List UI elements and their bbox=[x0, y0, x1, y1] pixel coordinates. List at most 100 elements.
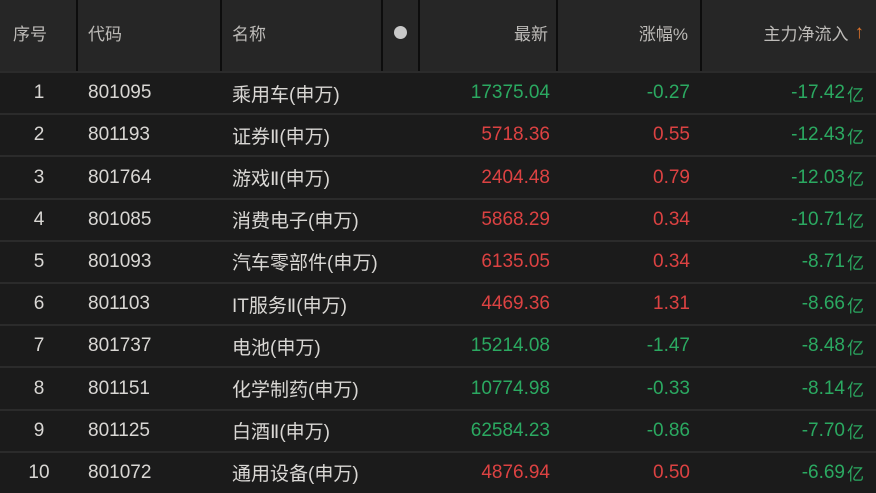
cell-marker bbox=[383, 284, 420, 324]
cell-name: IT服务Ⅱ(申万) bbox=[232, 295, 347, 317]
inflow-unit: 亿 bbox=[847, 423, 864, 443]
cell-name: 化学制药(申万) bbox=[232, 380, 359, 402]
cell-code: 801737 bbox=[88, 335, 152, 357]
cell-main-net-inflow: -8.48 亿 bbox=[702, 326, 876, 366]
cell-code: 801085 bbox=[88, 208, 152, 230]
cell-seq: 6 bbox=[33, 293, 45, 315]
inflow-unit: 亿 bbox=[847, 127, 864, 147]
cell-change-pct: 0.50 bbox=[653, 461, 690, 483]
cell-code: 801072 bbox=[88, 461, 152, 483]
table-row[interactable]: 6 801103 IT服务Ⅱ(申万) 4469.36 1.31 -8.66 亿 bbox=[0, 282, 876, 325]
header-change-pct[interactable]: 涨幅% bbox=[558, 0, 702, 71]
cell-seq: 5 bbox=[33, 250, 45, 272]
cell-seq: 1 bbox=[33, 82, 45, 104]
inflow-value: -17.42 bbox=[791, 82, 845, 104]
cell-main-net-inflow: -8.66 亿 bbox=[702, 284, 876, 324]
table-body: 1 801095 乘用车(申万) 17375.04 -0.27 -17.42 亿… bbox=[0, 71, 876, 493]
cell-name: 通用设备(申万) bbox=[232, 464, 359, 486]
inflow-unit: 亿 bbox=[847, 212, 864, 232]
cell-latest: 2404.48 bbox=[481, 166, 550, 188]
inflow-value: -12.03 bbox=[791, 166, 845, 188]
cell-main-net-inflow: -8.14 亿 bbox=[702, 368, 876, 408]
table-row[interactable]: 9 801125 白酒Ⅱ(申万) 62584.23 -0.86 -7.70 亿 bbox=[0, 408, 876, 451]
cell-marker bbox=[383, 368, 420, 408]
table-row[interactable]: 8 801151 化学制药(申万) 10774.98 -0.33 -8.14 亿 bbox=[0, 366, 876, 409]
cell-marker bbox=[383, 115, 420, 155]
cell-name: 证券Ⅱ(申万) bbox=[232, 126, 331, 148]
cell-latest: 4469.36 bbox=[481, 293, 550, 315]
header-main-net-inflow[interactable]: 主力净流入 ↑ bbox=[702, 0, 876, 71]
header-main-net-inflow-label: 主力净流入 bbox=[763, 25, 849, 44]
cell-marker bbox=[383, 200, 420, 240]
cell-latest: 6135.05 bbox=[481, 250, 550, 272]
cell-code: 801125 bbox=[88, 419, 150, 441]
cell-code: 801095 bbox=[88, 82, 152, 104]
cell-change-pct: 0.34 bbox=[653, 250, 690, 272]
inflow-value: -6.69 bbox=[801, 461, 845, 483]
table-header-row: 序号 代码 名称 最新 涨幅% 主力净流入 ↑ bbox=[0, 0, 876, 71]
inflow-unit: 亿 bbox=[847, 296, 864, 316]
cell-change-pct: 0.79 bbox=[653, 166, 690, 188]
cell-change-pct: -0.86 bbox=[646, 419, 690, 441]
cell-marker bbox=[383, 326, 420, 366]
cell-seq: 7 bbox=[33, 335, 45, 357]
inflow-unit: 亿 bbox=[847, 465, 864, 485]
cell-change-pct: -1.47 bbox=[646, 335, 690, 357]
inflow-unit: 亿 bbox=[847, 170, 864, 189]
cell-latest: 17375.04 bbox=[470, 82, 550, 104]
cell-name: 消费电子(申万) bbox=[232, 211, 359, 233]
cell-name: 电池(申万) bbox=[232, 337, 321, 359]
cell-code: 801093 bbox=[88, 250, 152, 272]
inflow-value: -10.71 bbox=[791, 208, 845, 230]
cell-main-net-inflow: -6.69 亿 bbox=[702, 453, 876, 493]
table-row[interactable]: 4 801085 消费电子(申万) 5868.29 0.34 -10.71 亿 bbox=[0, 197, 876, 240]
cell-main-net-inflow: -17.42 亿 bbox=[702, 73, 876, 113]
table-row[interactable]: 10 801072 通用设备(申万) 4876.94 0.50 -6.69 亿 bbox=[0, 450, 876, 493]
cell-marker bbox=[383, 157, 420, 197]
cell-name: 游戏Ⅱ(申万) bbox=[232, 169, 331, 190]
inflow-unit: 亿 bbox=[847, 381, 864, 401]
inflow-unit: 亿 bbox=[847, 85, 864, 105]
cell-main-net-inflow: -7.70 亿 bbox=[702, 411, 876, 451]
cell-seq: 2 bbox=[33, 124, 45, 146]
cell-seq: 9 bbox=[33, 419, 45, 441]
header-latest[interactable]: 最新 bbox=[420, 0, 558, 71]
cell-seq: 3 bbox=[33, 166, 45, 188]
cell-latest: 62584.23 bbox=[470, 419, 550, 441]
cell-change-pct: 1.31 bbox=[653, 293, 690, 315]
cell-change-pct: -0.27 bbox=[646, 82, 690, 104]
cell-name: 白酒Ⅱ(申万) bbox=[232, 422, 331, 444]
header-seq[interactable]: 序号 bbox=[0, 0, 78, 71]
cell-main-net-inflow: -12.03 亿 bbox=[702, 157, 876, 197]
table-row[interactable]: 5 801093 汽车零部件(申万) 6135.05 0.34 -8.71 亿 bbox=[0, 239, 876, 283]
cell-code: 801193 bbox=[88, 124, 150, 146]
cell-marker bbox=[383, 242, 420, 282]
cell-name: 汽车零部件(申万) bbox=[232, 253, 378, 275]
sort-up-icon[interactable]: ↑ bbox=[854, 22, 865, 43]
cell-latest: 4876.94 bbox=[481, 461, 550, 483]
inflow-unit: 亿 bbox=[847, 338, 864, 358]
inflow-value: -12.43 bbox=[791, 124, 845, 146]
inflow-unit: 亿 bbox=[847, 254, 864, 274]
cell-marker bbox=[383, 453, 420, 493]
cell-change-pct: 0.34 bbox=[653, 208, 690, 230]
cell-main-net-inflow: -12.43 亿 bbox=[702, 115, 876, 155]
cell-main-net-inflow: -10.71 亿 bbox=[702, 200, 876, 240]
table-row[interactable]: 7 801737 电池(申万) 15214.08 -1.47 -8.48 亿 bbox=[0, 324, 876, 367]
inflow-value: -8.14 bbox=[801, 377, 845, 399]
table-row[interactable]: 1 801095 乘用车(申万) 17375.04 -0.27 -17.42 亿 bbox=[0, 71, 876, 114]
cell-latest: 5718.36 bbox=[481, 124, 550, 146]
table-row[interactable]: 2 801193 证券Ⅱ(申万) 5718.36 0.55 -12.43 亿 bbox=[0, 113, 876, 156]
cell-code: 801103 bbox=[88, 293, 150, 315]
cell-latest: 15214.08 bbox=[470, 335, 550, 357]
inflow-value: -8.66 bbox=[801, 293, 845, 315]
header-code[interactable]: 代码 bbox=[78, 0, 222, 71]
cell-latest: 5868.29 bbox=[481, 208, 550, 230]
inflow-value: -7.70 bbox=[801, 419, 845, 441]
cell-latest: 10774.98 bbox=[470, 377, 550, 399]
table-row[interactable]: 3 801764 游戏Ⅱ(申万) 2404.48 0.79 -12.03 亿 bbox=[0, 155, 876, 198]
cell-marker bbox=[383, 73, 420, 113]
inflow-value: -8.71 bbox=[801, 250, 845, 272]
header-name[interactable]: 名称 bbox=[222, 0, 383, 71]
